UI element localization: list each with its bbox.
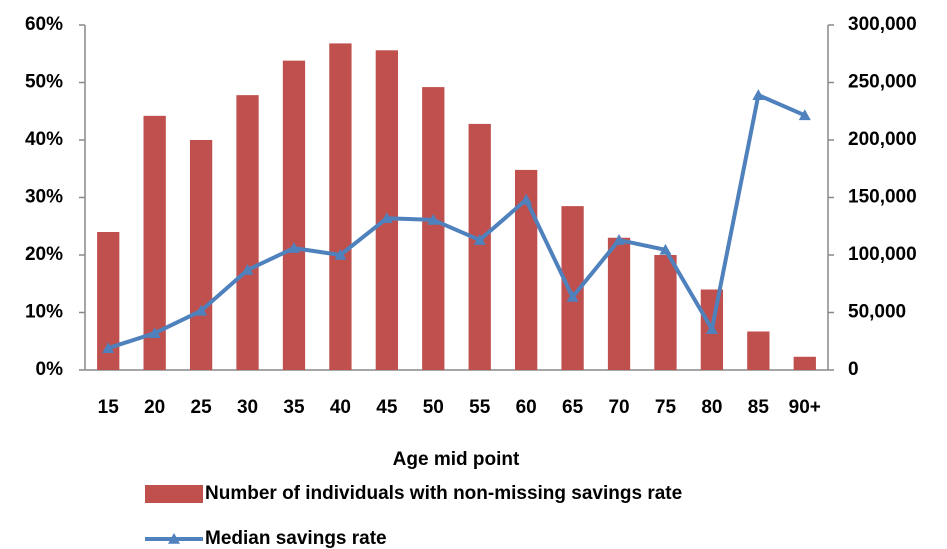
line-marker xyxy=(798,109,811,121)
y-tick-label: 0% xyxy=(36,359,64,380)
x-tick-label: 75 xyxy=(655,397,677,418)
bar xyxy=(561,206,584,370)
y2-tick-label: 0 xyxy=(848,359,859,380)
y-tick-label: 40% xyxy=(25,129,63,150)
bar xyxy=(375,50,398,371)
y2-tick-label: 100,000 xyxy=(848,244,917,265)
y-tick-label: 50% xyxy=(25,72,63,93)
x-tick-label: 15 xyxy=(98,397,120,418)
y2-tick-label: 200,000 xyxy=(848,129,917,150)
line-marker xyxy=(659,243,672,255)
bar xyxy=(329,43,352,371)
line-marker xyxy=(473,234,486,245)
x-tick-label: 45 xyxy=(376,397,398,418)
line-marker xyxy=(520,193,533,205)
line xyxy=(107,93,806,351)
y2-tick-label: 150,000 xyxy=(848,187,917,208)
line-marker xyxy=(287,242,300,253)
x-tick-label: 65 xyxy=(562,397,584,418)
line-marker xyxy=(102,342,115,353)
legend-label: Number of individuals with non-missing s… xyxy=(205,483,682,504)
y2-tick-label: 250,000 xyxy=(848,72,917,93)
bar xyxy=(189,140,213,370)
y-tick-label: 30% xyxy=(25,187,63,208)
x-tick-label: 30 xyxy=(237,397,258,418)
legend-marker xyxy=(168,533,180,544)
line-marker xyxy=(241,263,254,275)
bar xyxy=(143,115,166,370)
x-axis-title: Age mid point xyxy=(393,449,520,470)
y-tick-label: 20% xyxy=(25,244,63,265)
bar xyxy=(607,237,631,370)
x-tick-label: 70 xyxy=(608,397,629,418)
bar xyxy=(468,123,491,371)
x-tick-label: 60 xyxy=(516,397,537,418)
x-tick-label: 20 xyxy=(144,397,165,418)
bar xyxy=(654,255,677,370)
bar xyxy=(793,356,816,370)
x-tick-label: 55 xyxy=(469,397,491,418)
line-marker xyxy=(566,290,579,302)
x-tick-label: 40 xyxy=(330,397,351,418)
x-tick-label: 35 xyxy=(283,397,305,418)
x-tick-label: 85 xyxy=(748,397,770,418)
x-tick-label: 50 xyxy=(423,397,444,418)
bar xyxy=(236,95,259,371)
y-tick-label: 10% xyxy=(25,302,63,323)
line-marker xyxy=(148,327,161,338)
bar xyxy=(282,60,306,371)
line-marker xyxy=(195,304,208,316)
line-marker xyxy=(705,323,718,334)
y2-tick-label: 50,000 xyxy=(848,302,906,323)
bar xyxy=(422,87,445,370)
y2-tick-label: 300,000 xyxy=(848,14,917,35)
line-marker xyxy=(334,249,347,260)
line-marker xyxy=(613,234,626,245)
line-marker xyxy=(752,89,765,100)
x-tick-label: 80 xyxy=(701,397,722,418)
line-marker xyxy=(427,213,440,225)
bar xyxy=(747,331,770,370)
legend-label: Median savings rate xyxy=(205,528,387,549)
y-tick-label: 60% xyxy=(25,14,63,35)
line-marker xyxy=(380,212,393,223)
bar xyxy=(515,169,538,370)
bar xyxy=(97,232,120,370)
x-tick-label: 90+ xyxy=(789,397,821,418)
legend-swatch xyxy=(145,485,203,503)
x-tick-label: 25 xyxy=(191,397,213,418)
